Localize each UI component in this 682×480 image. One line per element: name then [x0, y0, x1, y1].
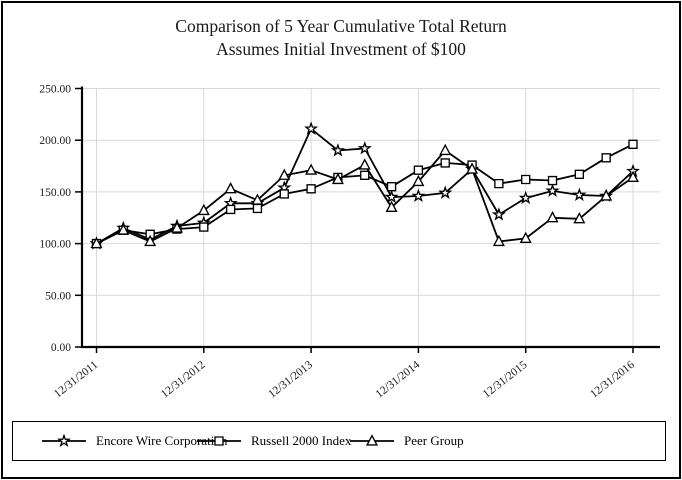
triangle-marker	[90, 236, 103, 249]
legend-item-encore-wire: Encore Wire Corporation	[41, 422, 227, 460]
square-marker	[628, 139, 638, 150]
triangle-marker	[385, 200, 398, 212]
x-tick-labels: 12/31/2011 12/31/2012 12/31/2013 12/31/2014…	[52, 359, 637, 401]
triangle-marker	[519, 231, 532, 244]
star-marker	[304, 121, 319, 135]
square-marker	[279, 189, 289, 199]
series-peer-group	[90, 143, 640, 249]
triangle-marker	[197, 203, 210, 216]
triangle-marker	[305, 163, 318, 175]
triangle-marker	[412, 174, 425, 187]
star-marker	[518, 190, 533, 205]
star-marker	[438, 185, 453, 199]
square-marker	[601, 153, 611, 163]
triangle-marker	[144, 234, 157, 247]
y-tick-label: 100.00	[39, 239, 71, 251]
triangle-marker	[466, 162, 479, 174]
legend-item-peer-group: Peer Group	[349, 422, 464, 460]
legend-item-russell-2000: Russell 2000 Index	[196, 422, 351, 460]
triangle-marker	[573, 212, 586, 224]
star-marker	[330, 143, 346, 157]
chart-title: Comparison of 5 Year Cumulative Total Re…	[0, 15, 682, 61]
square-marker	[199, 222, 209, 232]
square-line-sample-icon	[197, 436, 241, 446]
square-marker	[547, 175, 558, 186]
x-tick-label: 12/31/2012	[159, 359, 208, 401]
x-tick-label: 12/31/2015	[481, 359, 530, 401]
square-marker	[145, 229, 155, 239]
triangle-marker	[546, 211, 559, 223]
square-marker	[252, 203, 263, 214]
star-marker	[491, 207, 506, 221]
chart-title-line2: Assumes Initial Investment of $100	[216, 39, 466, 59]
square-marker	[225, 204, 236, 215]
triangle-marker	[358, 158, 371, 170]
star-marker	[357, 141, 372, 155]
square-marker	[574, 169, 585, 179]
x-tick-label: 12/31/2016	[588, 359, 637, 401]
y-tick-label: 50.00	[45, 290, 71, 302]
legend-label-peer-group: Peer Group	[404, 433, 464, 448]
legend-label-russell-2000: Russell 2000 Index	[251, 433, 352, 448]
triangle-marker	[492, 234, 505, 247]
square-marker	[360, 170, 370, 181]
y-tick-label: 150.00	[39, 187, 71, 199]
triangle-line-sample-icon	[350, 434, 394, 446]
legend-label-encore-wire: Encore Wire Corporation	[96, 433, 228, 448]
legend: Encore Wire Corporation Russell 2000 Ind…	[12, 421, 666, 461]
star-marker	[572, 187, 587, 202]
triangle-marker	[278, 168, 291, 180]
star-marker	[411, 188, 426, 203]
triangle-marker	[600, 189, 613, 201]
square-marker	[413, 165, 424, 175]
chart-title-line1: Comparison of 5 Year Cumulative Total Re…	[175, 16, 507, 36]
x-tick-label: 12/31/2014	[374, 359, 423, 401]
triangle-marker	[170, 221, 183, 233]
performance-line-chart: 0.00 50.00 100.00 150.00 200.00 250.00 12/31/2…	[39, 84, 660, 401]
y-tick-label: 200.00	[39, 135, 71, 147]
triangle-marker	[251, 193, 264, 205]
y-tick-label: 250.00	[39, 84, 71, 96]
square-marker	[494, 178, 504, 189]
square-marker	[306, 184, 316, 194]
x-tick-label: 12/31/2013	[266, 359, 315, 401]
x-tick-label: 12/31/2011	[52, 359, 101, 401]
y-tick-labels: 0.00 50.00 100.00 150.00 200.00 250.00	[39, 84, 71, 355]
star-marker	[545, 183, 560, 197]
triangle-marker	[224, 182, 237, 194]
triangle-marker	[117, 223, 130, 235]
star-line-sample-icon	[42, 434, 86, 448]
triangle-marker	[331, 172, 344, 185]
square-marker	[521, 174, 531, 185]
square-marker	[440, 158, 450, 168]
y-tick-label: 0.00	[51, 342, 71, 354]
axes	[75, 86, 660, 353]
square-marker	[386, 182, 397, 192]
triangle-marker	[439, 143, 452, 156]
triangle-marker	[626, 170, 640, 182]
star-marker	[384, 189, 399, 203]
